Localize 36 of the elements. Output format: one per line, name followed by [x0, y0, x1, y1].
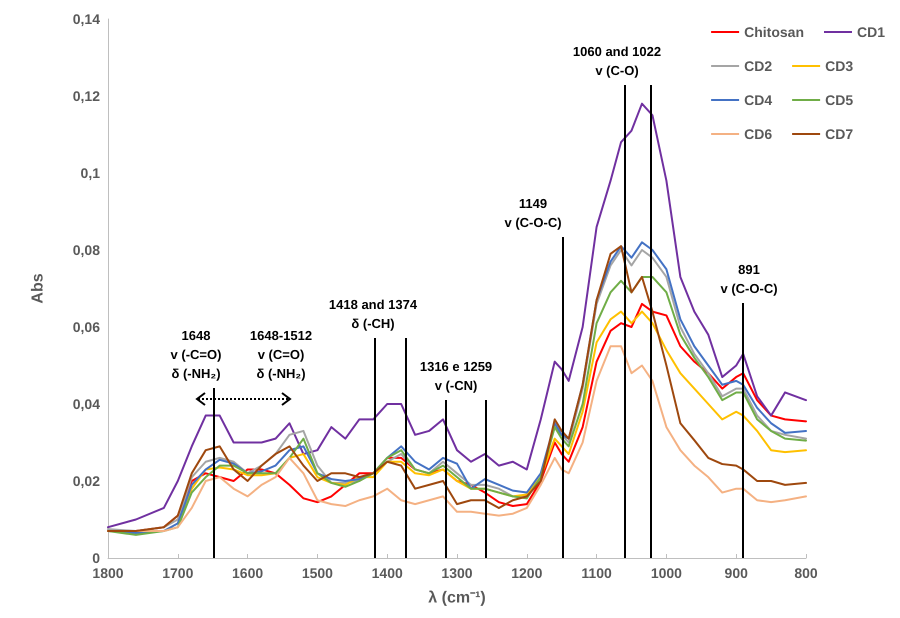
legend-label: CD5 [825, 92, 854, 108]
annotation: 1316 e 1259 v (-CN) [420, 359, 492, 393]
x-tick-label: 1500 [302, 565, 334, 581]
x-tick-label: 900 [724, 565, 748, 581]
x-tick-label: 1600 [232, 565, 264, 581]
y-axis-title: Abs [30, 273, 46, 304]
legend-label: CD7 [825, 126, 854, 142]
legend-label: CD6 [744, 126, 772, 142]
annotation: 1648 v (-C=O) δ (-NH₂) [170, 328, 222, 381]
x-tick-label: 1700 [162, 565, 194, 581]
annotation: 1648-1512 v (C=O) δ (-NH₂) [250, 328, 312, 381]
legend-label: CD3 [825, 58, 854, 74]
y-tick-label: 0,08 [72, 242, 100, 258]
x-axis-title: λ (cm⁻¹) [428, 590, 486, 606]
annotation: 1418 and 1374 δ (-CH) [328, 297, 418, 331]
y-tick-label: 0,12 [72, 88, 100, 104]
x-tick-label: 1000 [650, 565, 682, 581]
y-tick-label: 0 [92, 550, 100, 566]
x-tick-label: 1100 [581, 565, 612, 581]
legend-label: CD1 [856, 24, 886, 40]
legend-label: CD4 [744, 92, 772, 108]
y-tick-label: 0,06 [72, 319, 100, 335]
x-tick-label: 1200 [511, 565, 543, 581]
legend-label: CD2 [744, 58, 772, 74]
legend-label: Chitosan [744, 24, 804, 40]
annotation: 1060 and 1022 v (C-O) [572, 44, 662, 78]
x-tick-label: 1800 [92, 565, 124, 581]
x-tick-label: 1300 [441, 565, 473, 581]
x-tick-label: 1400 [372, 565, 403, 581]
y-tick-label: 0,02 [72, 473, 100, 489]
annotation: 1149 v (C-O-C) [504, 196, 562, 230]
y-tick-label: 0,14 [72, 11, 100, 27]
x-tick-label: 800 [794, 565, 818, 581]
y-tick-label: 0,1 [80, 165, 100, 181]
annotation: 891 v (C-O-C) [720, 262, 778, 296]
y-tick-label: 0,04 [72, 396, 100, 412]
